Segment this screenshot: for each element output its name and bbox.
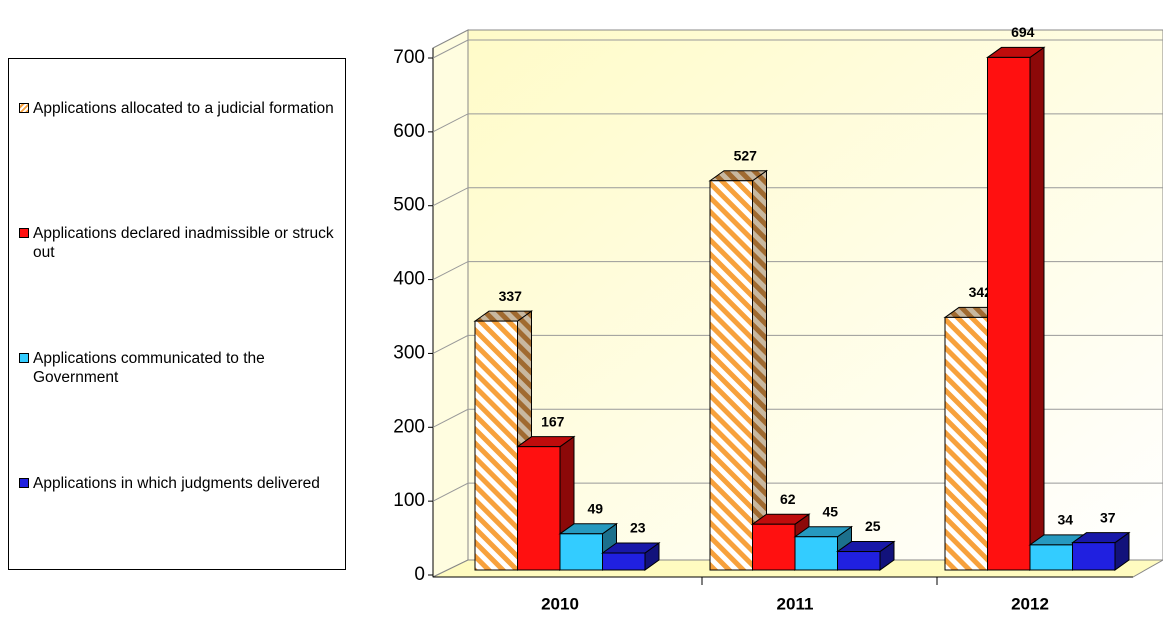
legend-label: Applications communicated to the Governm… [33,350,265,386]
data-label: 167 [541,413,565,429]
grid-line [432,334,1163,354]
data-label: 23 [630,520,646,536]
legend-item: Applications communicated to the Governm… [19,349,353,387]
bar [794,536,838,571]
bar [1072,542,1116,571]
y-tick-label: 100 [393,490,425,511]
bar [752,523,796,571]
data-label: 337 [499,288,523,304]
legend-item: Applications in which judgments delivere… [19,474,353,493]
y-tick-label: 200 [393,416,425,437]
x-tick-label: 2011 [777,594,814,613]
y-tick-label: 500 [393,195,425,216]
bar [1029,544,1073,571]
side-wall [432,29,469,578]
data-label: 25 [865,518,881,534]
bar [709,180,753,571]
data-label: 342 [969,284,993,300]
x-tick-label: 2010 [541,594,579,613]
bar [837,551,881,571]
data-label: 49 [587,501,603,517]
bar [944,316,988,571]
grid-line [432,482,1163,502]
data-label: 62 [780,491,796,507]
legend-item: Applications declared inadmissible or st… [19,224,353,262]
data-label: 34 [1057,512,1073,528]
legend-label: Applications in which judgments delivere… [33,475,320,492]
grid-line [432,261,1163,281]
bar [517,446,561,571]
y-tick-label: 0 [414,564,425,585]
bar-side [1029,46,1045,571]
legend-label: Applications declared inadmissible or st… [33,225,334,261]
grid-line [432,39,1163,59]
legend-item: Applications allocated to a judicial for… [19,99,353,118]
bar [474,320,518,571]
data-label: 527 [734,147,758,163]
x-tick-label: 2012 [1011,594,1049,613]
legend-swatch [19,103,29,113]
y-tick-label: 400 [393,269,425,290]
legend-swatch [19,228,29,238]
grid-line [432,187,1163,207]
legend-swatch [19,478,29,488]
y-tick-label: 300 [393,342,425,363]
grid-line [432,113,1163,133]
bar-side [752,169,767,571]
bar [602,552,646,571]
y-tick-label: 600 [393,121,425,142]
data-label: 45 [822,503,838,519]
data-label: 37 [1100,509,1116,525]
legend-swatch [19,353,29,363]
grid-line [432,408,1163,428]
data-label: 694 [1011,24,1035,40]
legend-label: Applications allocated to a judicial for… [33,100,334,117]
bar [987,56,1031,571]
y-tick-label: 700 [393,47,425,68]
legend: Applications allocated to a judicial for… [8,58,346,570]
bar [559,533,603,571]
